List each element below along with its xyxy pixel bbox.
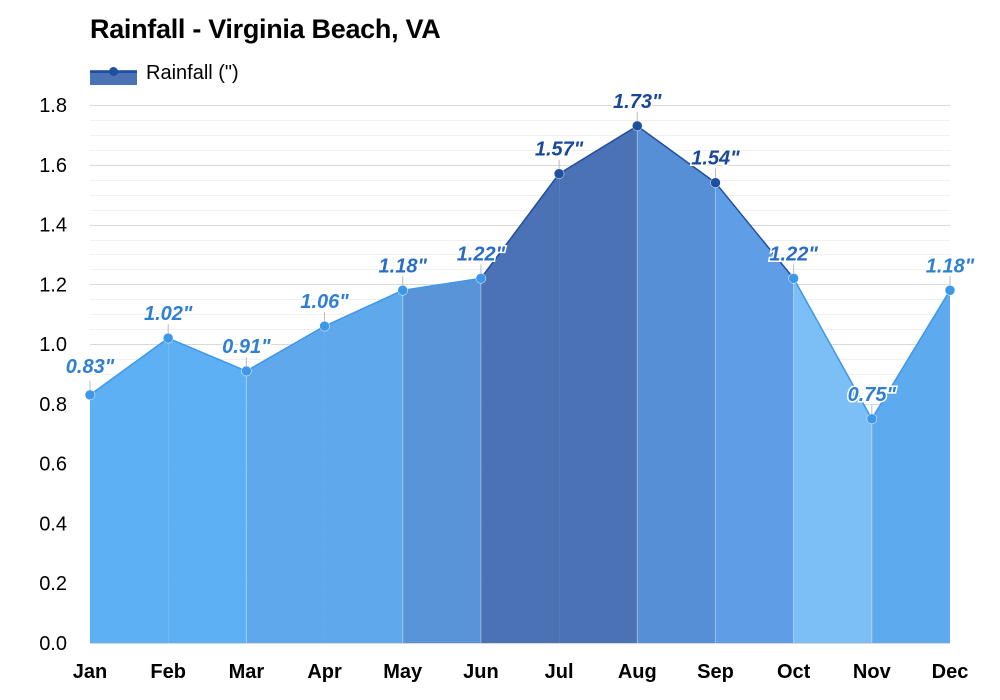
y-tick-label: 0.0: [39, 633, 67, 655]
y-tick-label: 1.2: [39, 274, 67, 296]
y-tick-label: 1.8: [39, 95, 67, 117]
x-tick-label: Mar: [229, 661, 265, 683]
data-point: [788, 273, 799, 284]
line-segment: [402, 277, 482, 292]
data-label: 0.83": [66, 356, 115, 378]
data-label: 1.54": [691, 148, 740, 170]
data-point: [553, 168, 565, 179]
data-label: 0.91": [222, 336, 271, 358]
area: [90, 125, 950, 643]
data-point: [241, 365, 252, 377]
legend-label: Rainfall ("): [146, 61, 239, 84]
y-axis: 0.0 0.2 0.4 0.6 0.8 1.0 1.2 1.4 1.6 1.8: [39, 95, 67, 655]
data-label: 1.57": [535, 139, 584, 161]
x-tick-label: Oct: [777, 661, 811, 683]
legend-swatch: [90, 61, 137, 85]
data-point: [710, 177, 721, 188]
x-tick-label: Jan: [73, 661, 107, 683]
data-label: 1.18": [926, 255, 975, 277]
y-tick-label: 1.0: [39, 334, 67, 356]
data-point: [319, 320, 330, 332]
line-segment: [89, 337, 169, 396]
line-segment: [480, 173, 560, 279]
legend-fill: [90, 70, 137, 85]
data-labels: 0.83" 1.02" 0.91" 1.06" 1.18" 1.22" 1.57" 1.73"…: [64, 89, 976, 414]
data-label: 1.73": [613, 91, 662, 113]
data-point: [84, 389, 96, 401]
line-segment: [324, 289, 404, 327]
data-point: [162, 332, 174, 344]
y-tick-label: 0.2: [39, 573, 67, 595]
legend-marker: [109, 67, 118, 76]
y-tick-label: 0.6: [39, 454, 67, 476]
data-point: [475, 273, 487, 284]
area-segment: [793, 278, 872, 643]
x-tick-label: Apr: [307, 661, 342, 683]
data-point: [397, 285, 408, 296]
line-segment: [167, 337, 247, 372]
data-point: [944, 285, 956, 296]
x-tick-label: Nov: [853, 661, 892, 683]
x-tick-label: May: [383, 661, 423, 683]
area-segment: [637, 125, 716, 643]
data-label: 1.06": [300, 291, 349, 313]
data-label: 1.22": [457, 243, 506, 265]
line-segment: [871, 289, 951, 420]
x-tick-label: Sep: [697, 661, 734, 683]
legend: Rainfall ("): [90, 61, 239, 85]
data-point: [632, 120, 643, 132]
line-segment: [636, 125, 716, 184]
data-label: 0.75": [848, 384, 897, 406]
y-tick-label: 1.6: [39, 155, 67, 177]
line-segment: [714, 182, 795, 279]
data-label: 1.18": [379, 255, 428, 277]
area-segment: [871, 290, 950, 643]
area-segment: [480, 173, 560, 643]
x-tick-label: Feb: [150, 661, 186, 683]
y-tick-label: 0.8: [39, 394, 67, 416]
x-tick-label: Jun: [463, 661, 499, 683]
area-segment: [246, 326, 325, 643]
line-segment: [558, 125, 638, 175]
area-segment: [715, 182, 794, 643]
area-segment: [324, 290, 403, 643]
line-segment: [792, 277, 873, 420]
x-tick-label: Dec: [932, 661, 969, 683]
area-segment: [90, 338, 169, 643]
x-tick-label: Jul: [545, 661, 574, 683]
x-axis: Jan Feb Mar Apr May Jun Jul Aug Sep Oct Nov Dec: [73, 661, 969, 683]
y-tick-label: 1.4: [39, 215, 67, 237]
y-tick-label: 0.4: [39, 513, 67, 535]
data-point: [866, 413, 878, 425]
area-segment: [402, 278, 481, 643]
series-line: [89, 125, 951, 420]
x-tick-label: Aug: [618, 661, 657, 683]
line-segment: [245, 325, 325, 372]
area-segment: [559, 125, 638, 643]
area-segment: [168, 338, 247, 643]
data-label: 1.22": [769, 243, 818, 265]
chart-title: Rainfall - Virginia Beach, VA: [90, 14, 441, 44]
data-label: 1.02": [144, 303, 193, 325]
